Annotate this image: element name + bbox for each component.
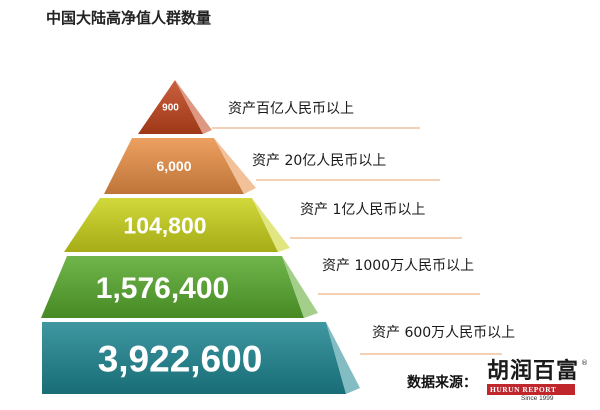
source-label: 数据来源： — [407, 375, 477, 391]
pyramid-tier-3-label: 资产 1亿人民币以上 — [300, 202, 425, 218]
pyramid-tier-5-side — [326, 322, 360, 394]
pyramid-tier-1-side — [175, 80, 212, 134]
pyramid-tier-2-side — [214, 138, 256, 194]
chart-title: 中国大陆高净值人群数量 — [46, 9, 212, 27]
pyramid-tier-5-face — [42, 322, 346, 394]
pyramid-tier-1-face — [138, 80, 203, 134]
pyramid-tier-3-face — [64, 198, 278, 252]
logo-since-text: Since 1999 — [521, 395, 554, 402]
hurun-logo: 胡润百富 ® HURUN REPORT Since 1999 — [487, 358, 588, 402]
pyramid-tier-4-value: 1,576,400 — [96, 272, 229, 305]
pyramid-tier-2-label: 资产 20亿人民币以上 — [252, 153, 386, 169]
pyramid-tier-2-value: 6,000 — [156, 158, 191, 174]
pyramid-tier-3-value: 104,800 — [123, 212, 206, 238]
pyramid-tier-5-label: 资产 600万人民币以上 — [372, 325, 515, 341]
pyramid-tier-5-value: 3,922,600 — [98, 338, 263, 379]
pyramid-tier-4-side — [282, 256, 318, 318]
logo-cn-text: 胡润百富 — [487, 358, 580, 384]
logo-en-bar: HURUN REPORT — [487, 384, 575, 395]
logo-registered-mark: ® — [581, 359, 588, 367]
pyramid-tier-1-value: 900 — [162, 103, 179, 114]
pyramid-tier-2-face — [104, 138, 244, 194]
pyramid-tier-3-side — [252, 198, 290, 252]
pyramid-tier-4-label: 资产 1000万人民币以上 — [322, 258, 474, 274]
pyramid-tier-4-face — [41, 256, 304, 318]
pyramid-tier-1-label: 资产百亿人民币以上 — [228, 101, 354, 117]
